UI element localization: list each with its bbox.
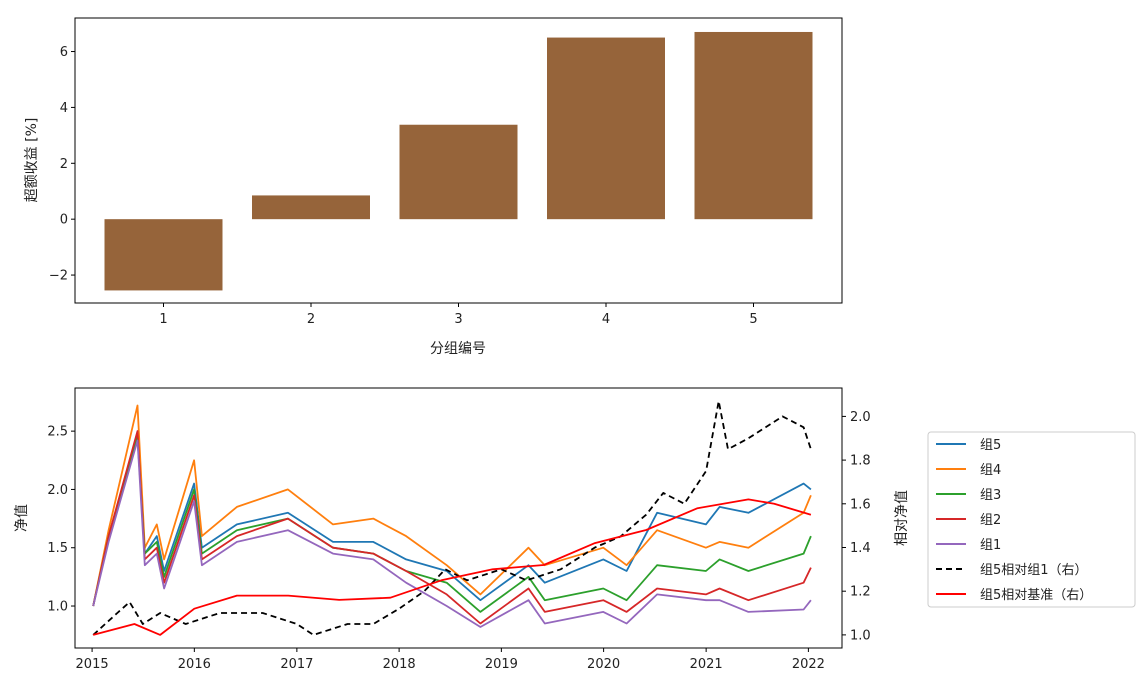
line-chart-ylabel-left: 净值 [14,504,30,532]
line-chart-frame [74,387,843,649]
line-ytick-left-label: 2.0 [47,483,68,498]
bar-xtick-label: 1 [159,312,167,327]
line-ytick-right-label: 2.0 [850,410,871,425]
legend-label-0: 组5 [980,438,1001,453]
bar-chart-yticks: −2 0 2 4 6 [49,45,75,284]
line-chart-legend: 组5 组4 组3 组2 组1 组5相对组1（右） 组5相对基准（右） [927,431,1136,608]
series-line-1 [92,404,812,607]
bar-4 [547,37,665,220]
line-ytick-right-label: 1.0 [850,628,871,643]
line-ytick-left-label: 1.5 [47,541,68,556]
line-ytick-left-label: 2.5 [47,425,68,440]
series-line-3 [92,430,812,625]
legend-label-1: 组4 [980,463,1001,478]
bar-chart-xlabel: 分组编号 [430,341,486,357]
bar-3 [399,124,518,220]
bar-ytick-label: 6 [60,45,68,60]
bar-5 [694,31,813,220]
legend-label-5: 组5相对组1（右） [980,563,1088,578]
series-line-4 [92,439,812,628]
bar-1 [104,219,223,291]
line-xtick-label: 2017 [280,657,313,672]
legend-label-6: 组5相对基准（右） [980,588,1092,603]
line-ytick-left-label: 1.0 [47,600,68,615]
series-line-0 [92,436,812,607]
bar-ytick-label: 0 [60,213,68,228]
line-xtick-label: 2022 [792,657,825,672]
series-line-6 [92,498,812,636]
line-ytick-right-label: 1.6 [850,497,871,512]
line-xtick-label: 2020 [587,657,620,672]
line-ytick-right-label: 1.8 [850,454,871,469]
line-chart-ylabel-right: 相对净值 [894,490,910,546]
line-xtick-label: 2015 [76,657,109,672]
bar-2 [252,195,370,220]
bar-ytick-label: 4 [60,101,68,116]
bar-chart-bars [104,31,813,291]
bar-xtick-label: 2 [307,312,315,327]
line-ytick-right-label: 1.4 [850,541,871,556]
line-xtick-label: 2016 [178,657,211,672]
bar-chart: −2 0 2 4 6 1 2 3 4 5 超额收益 [%] 分组编号 [24,17,843,357]
line-chart-yticks-right: 1.0 1.2 1.4 1.6 1.8 2.0 [842,410,871,643]
line-chart-yticks-left: 1.0 1.5 2.0 2.5 [47,425,75,615]
line-xtick-label: 2019 [485,657,518,672]
bar-xtick-label: 4 [602,312,610,327]
legend-label-4: 组1 [980,538,1001,553]
line-chart: 2015 2016 2017 2018 2019 2020 2021 2022 1.0 1.5 2… [14,387,1136,672]
line-chart-xticks: 2015 2016 2017 2018 2019 2020 2021 2022 [76,648,825,672]
legend-label-3: 组2 [980,513,1001,528]
bar-xtick-label: 5 [749,312,757,327]
line-ytick-right-label: 1.2 [850,585,871,600]
legend-frame [927,431,1136,608]
bar-ytick-label: −2 [49,269,68,284]
bar-xtick-label: 3 [454,312,462,327]
legend-label-2: 组3 [980,488,1001,503]
series-line-5 [92,400,812,636]
line-xtick-label: 2021 [690,657,723,672]
bar-chart-ylabel: 超额收益 [%] [24,118,40,203]
bar-chart-xticks: 1 2 3 4 5 [159,303,758,327]
line-chart-series [92,400,812,636]
line-xtick-label: 2018 [383,657,416,672]
bar-ytick-label: 2 [60,157,68,172]
